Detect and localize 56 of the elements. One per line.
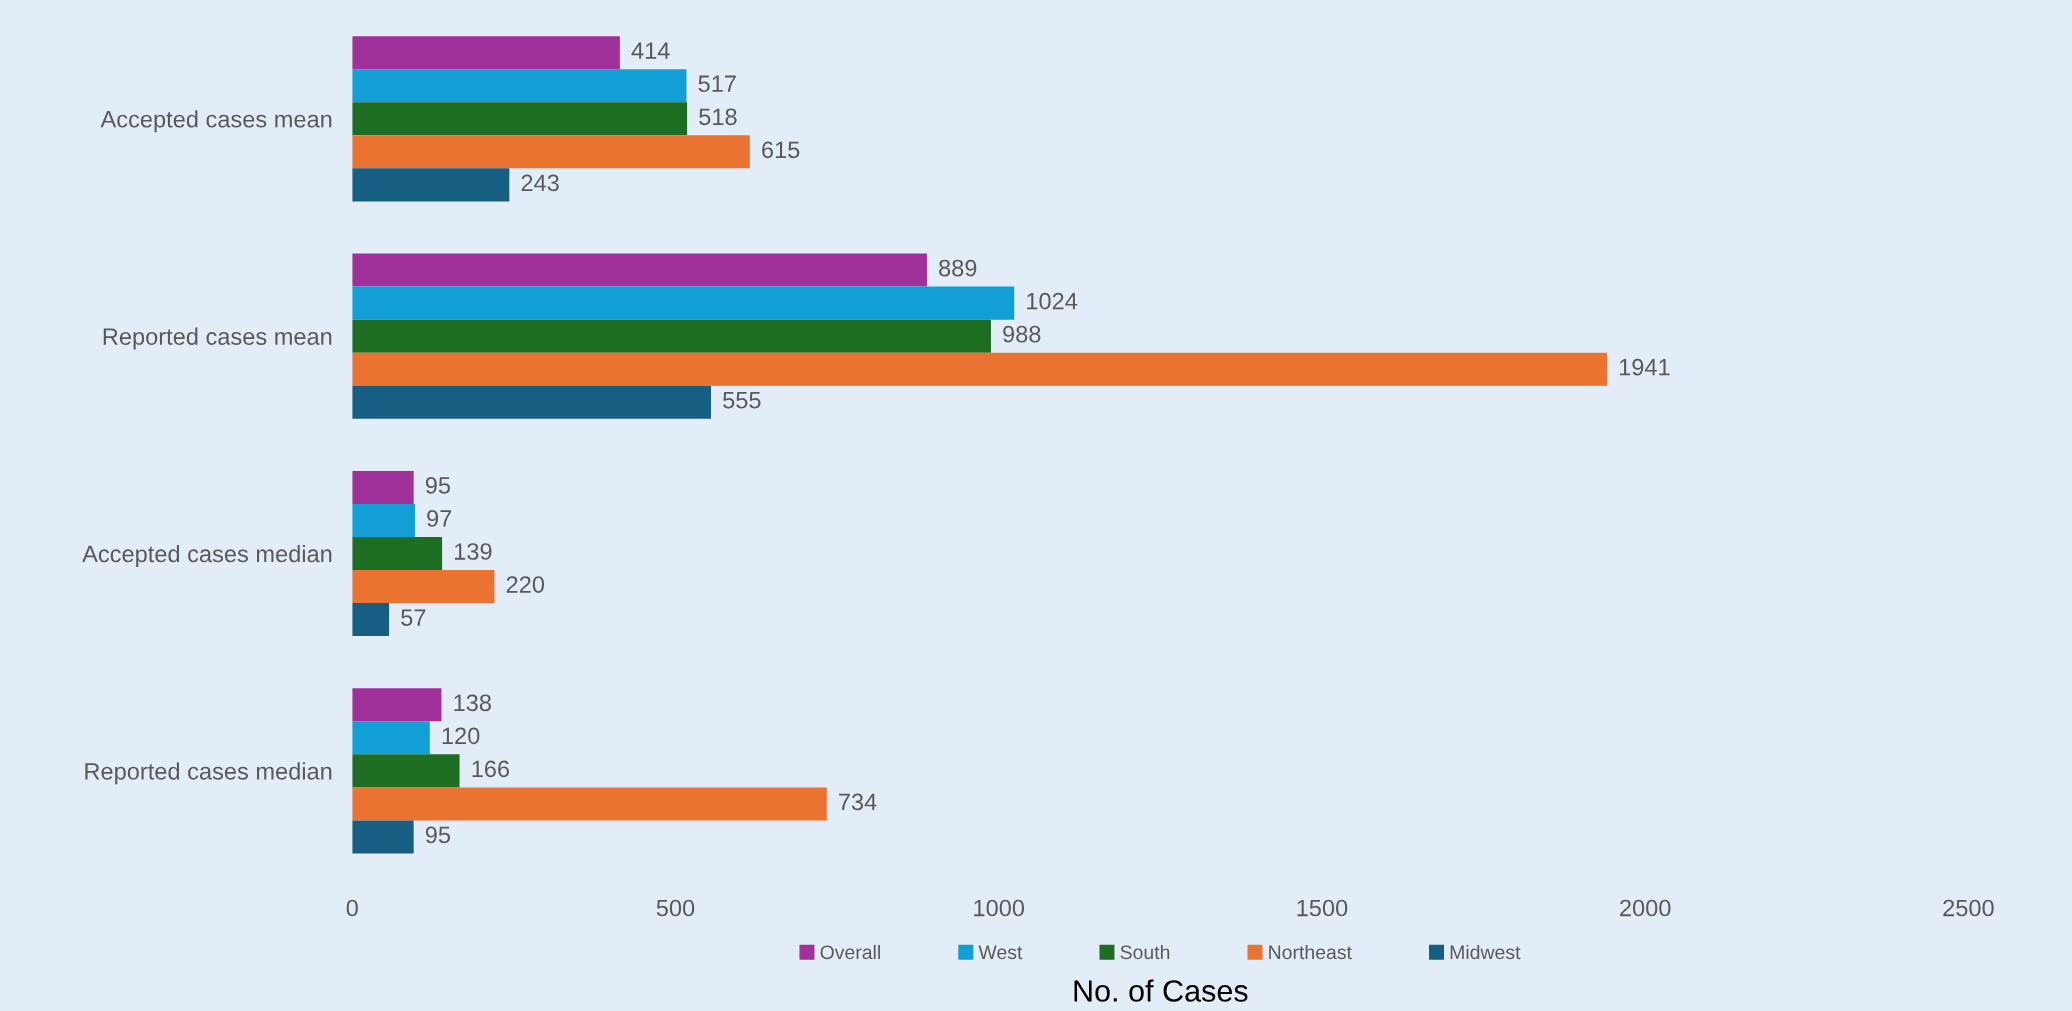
y-tick-label: Reported cases mean — [103, 327, 332, 350]
bar — [352, 168, 510, 202]
bar — [352, 253, 927, 287]
data-label: 734 — [839, 793, 877, 811]
data-label: 988 — [1003, 325, 1041, 343]
data-label: 95 — [425, 477, 451, 494]
bar — [352, 503, 415, 537]
data-label: 166 — [472, 760, 510, 778]
data-label: 555 — [723, 392, 761, 409]
data-label: 518 — [699, 108, 737, 126]
x-tick-label: 1500 — [1297, 899, 1348, 917]
bar — [352, 135, 750, 169]
legend-label: South — [1120, 944, 1170, 960]
bar — [352, 570, 495, 604]
data-label: 57 — [401, 609, 426, 626]
data-label: 889 — [939, 259, 977, 277]
bar — [352, 688, 442, 722]
bar — [352, 470, 414, 504]
bar — [352, 603, 390, 637]
bar — [352, 352, 1608, 386]
x-tick-label: 500 — [656, 899, 695, 917]
bar — [352, 820, 414, 854]
legend-label: Northeast — [1269, 944, 1352, 960]
y-tick-label: Accepted cases median — [82, 544, 332, 567]
data-label: 1024 — [1027, 292, 1078, 310]
data-label: 139 — [455, 543, 492, 560]
bar — [352, 385, 712, 419]
y-tick-label: Accepted cases mean — [100, 110, 332, 133]
x-tick-label: 1000 — [974, 899, 1025, 917]
x-tick-label: 0 — [346, 899, 358, 917]
data-label: 120 — [442, 727, 480, 745]
x-tick-label: 2000 — [1620, 899, 1671, 917]
bar — [352, 537, 443, 571]
bar — [352, 36, 620, 70]
bar — [352, 319, 991, 353]
bar — [352, 102, 688, 136]
y-tick-label: Reported cases median — [85, 762, 332, 785]
bar — [352, 69, 687, 103]
data-label: 97 — [427, 510, 452, 527]
data-label: 95 — [425, 826, 451, 844]
bar — [352, 721, 430, 755]
data-label: 1941 — [1619, 358, 1670, 376]
data-label: 517 — [698, 75, 736, 93]
bar — [352, 754, 460, 788]
data-label: 243 — [521, 174, 559, 192]
data-label: 138 — [454, 694, 491, 712]
x-tick-label: 2500 — [1943, 899, 1994, 917]
legend-label: West — [978, 945, 1023, 960]
bar — [352, 286, 1015, 320]
x-axis-title: No. of Cases — [1074, 979, 1248, 1002]
data-label: 615 — [762, 141, 800, 159]
legend-label: Overall — [820, 944, 880, 960]
data-label: 414 — [631, 42, 670, 59]
data-label: 220 — [506, 576, 545, 593]
bar — [352, 787, 827, 821]
legend-label: Midwest — [1450, 944, 1521, 960]
